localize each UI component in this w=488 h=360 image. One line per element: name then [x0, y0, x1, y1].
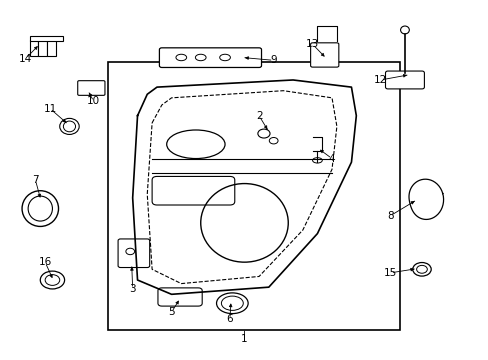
- Ellipse shape: [125, 248, 134, 255]
- Ellipse shape: [195, 54, 205, 61]
- Text: 8: 8: [386, 211, 393, 221]
- Ellipse shape: [269, 138, 278, 144]
- Ellipse shape: [63, 121, 75, 132]
- Text: 9: 9: [270, 55, 276, 65]
- Text: 13: 13: [305, 39, 319, 49]
- Ellipse shape: [312, 158, 322, 163]
- Ellipse shape: [219, 54, 230, 61]
- Text: 16: 16: [39, 257, 52, 267]
- Ellipse shape: [22, 191, 59, 226]
- Text: 12: 12: [373, 75, 386, 85]
- FancyBboxPatch shape: [310, 43, 338, 67]
- Ellipse shape: [40, 271, 64, 289]
- Text: 2: 2: [255, 111, 262, 121]
- FancyBboxPatch shape: [158, 288, 202, 306]
- FancyBboxPatch shape: [30, 36, 62, 41]
- Text: 4: 4: [328, 154, 335, 163]
- Text: 14: 14: [19, 54, 32, 64]
- FancyBboxPatch shape: [385, 71, 424, 89]
- Ellipse shape: [412, 262, 430, 276]
- FancyBboxPatch shape: [78, 81, 105, 95]
- Ellipse shape: [176, 54, 186, 61]
- FancyBboxPatch shape: [47, 40, 56, 56]
- Ellipse shape: [45, 275, 60, 285]
- Text: 11: 11: [43, 104, 57, 113]
- FancyBboxPatch shape: [159, 48, 261, 67]
- Text: 3: 3: [129, 284, 136, 294]
- Ellipse shape: [28, 196, 52, 221]
- Ellipse shape: [216, 293, 247, 314]
- Text: 15: 15: [383, 268, 396, 278]
- Text: 7: 7: [32, 175, 39, 185]
- Polygon shape: [408, 179, 443, 220]
- Ellipse shape: [257, 129, 269, 138]
- FancyBboxPatch shape: [108, 62, 399, 330]
- FancyBboxPatch shape: [118, 239, 149, 267]
- Ellipse shape: [400, 26, 408, 34]
- Text: 1: 1: [241, 334, 247, 344]
- FancyBboxPatch shape: [38, 40, 47, 56]
- Text: 6: 6: [226, 314, 233, 324]
- Ellipse shape: [60, 118, 79, 134]
- Ellipse shape: [416, 265, 427, 273]
- Text: 5: 5: [168, 307, 175, 317]
- Text: 10: 10: [87, 96, 100, 107]
- FancyBboxPatch shape: [30, 40, 38, 56]
- Ellipse shape: [221, 296, 243, 310]
